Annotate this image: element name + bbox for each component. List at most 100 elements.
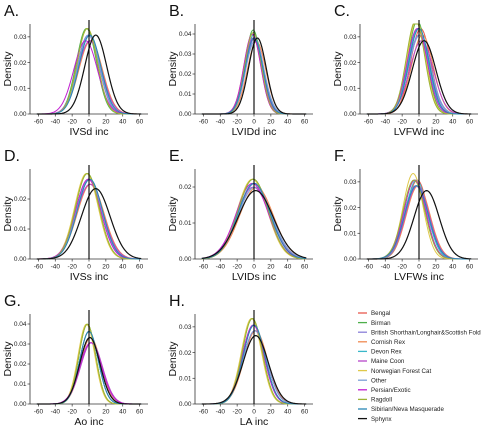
y-tick-label: 0.03: [14, 341, 27, 348]
panel-letter: H.: [169, 293, 185, 310]
x-axis-label: LA inc: [240, 416, 269, 428]
x-tick-label: 40: [284, 119, 292, 126]
y-tick-label: 0.01: [179, 375, 192, 382]
x-tick-label: -60: [199, 409, 209, 416]
y-tick-label: 0.03: [179, 324, 192, 331]
x-tick-label: 60: [466, 264, 474, 271]
x-tick-label: -60: [364, 264, 374, 271]
y-tick-label: 0.02: [344, 205, 357, 212]
y-tick-label: 0.01: [344, 230, 357, 237]
legend-label-other: Other: [371, 377, 386, 384]
x-tick-label: 40: [449, 119, 457, 126]
y-axis-label: Density: [167, 51, 179, 87]
x-tick-label: 40: [119, 119, 127, 126]
chart-panel-4: D. -60 -40 -20 0 20 40 60 0.00 0.01 0.02 IVSs inc De…: [2, 148, 148, 283]
x-tick-label: 60: [136, 409, 144, 416]
x-tick-label: 20: [432, 264, 440, 271]
x-tick-label: 60: [466, 119, 474, 126]
y-tick-label: 0.02: [344, 60, 357, 67]
x-tick-label: -40: [51, 119, 61, 126]
y-axis-label: Density: [332, 196, 344, 232]
y-tick-label: 0.02: [14, 196, 27, 203]
y-tick-label: 0.01: [14, 226, 27, 233]
y-tick-label: 0.00: [179, 111, 192, 118]
y-axis-label: Density: [2, 341, 14, 377]
y-axis-label: Density: [2, 196, 14, 232]
x-tick-label: -20: [67, 119, 77, 126]
x-tick-label: 0: [417, 264, 421, 271]
chart-panel-7: G. -60 -40 -20 0 20 40 60 0.00 0.01 0.02 0.03 0.04 Ao…: [2, 293, 148, 428]
x-tick-label: 20: [267, 119, 275, 126]
y-tick-label: 0.03: [344, 179, 357, 186]
y-tick-label: 0.03: [179, 51, 192, 58]
x-tick-label: 0: [417, 119, 421, 126]
x-tick-label: 20: [267, 409, 275, 416]
x-tick-label: -40: [216, 119, 226, 126]
x-tick-label: 40: [119, 409, 127, 416]
y-tick-label: 0.00: [344, 111, 357, 118]
x-axis-label: LVIDs inc: [232, 271, 276, 283]
x-tick-label: 60: [136, 119, 144, 126]
y-tick-label: 0.00: [14, 401, 27, 408]
y-tick-label: 0.02: [179, 184, 192, 191]
x-tick-label: 60: [301, 119, 309, 126]
y-tick-label: 0.04: [179, 31, 192, 38]
y-tick-label: 0.01: [14, 85, 27, 92]
x-tick-label: -40: [216, 409, 226, 416]
x-tick-label: -40: [51, 409, 61, 416]
y-axis-label: Density: [332, 51, 344, 87]
panel-letter: E.: [169, 148, 184, 165]
x-tick-label: 0: [252, 409, 256, 416]
chart-panel-6: F. -60 -40 -20 0 20 40 60 0.00 0.01 0.02 0.03 LVFWs …: [332, 148, 478, 283]
y-tick-label: 0.01: [14, 381, 27, 388]
y-tick-label: 0.00: [344, 256, 357, 263]
x-tick-label: 20: [267, 264, 275, 271]
x-axis-label: LVFWs inc: [394, 271, 444, 283]
x-tick-label: 0: [87, 119, 91, 126]
chart-panel-5: E. -60 -40 -20 0 20 40 60 0.00 0.01 0.02 LVIDs inc D…: [167, 148, 313, 283]
legend-label-cornish-rex: Cornish Rex: [371, 339, 406, 346]
x-tick-label: 40: [119, 264, 127, 271]
legend-label-norwegian-forest-cat: Norwegian Forest Cat: [371, 368, 431, 375]
legend-label-persian-exotic: Persian/Exotic: [371, 387, 411, 394]
x-tick-label: -20: [232, 409, 242, 416]
x-tick-label: -60: [364, 119, 374, 126]
x-tick-label: -20: [67, 264, 77, 271]
panel-letter: G.: [4, 293, 21, 310]
x-tick-label: 0: [252, 119, 256, 126]
legend-label-maine-coon: Maine Coon: [371, 358, 405, 365]
x-tick-label: 40: [284, 264, 292, 271]
y-tick-label: 0.01: [179, 91, 192, 98]
x-tick-label: 0: [87, 409, 91, 416]
panel-letter: B.: [169, 3, 184, 20]
panel-letter: D.: [4, 148, 20, 165]
legend-label-bengal: Bengal: [371, 310, 390, 317]
x-axis-label: Ao inc: [74, 416, 103, 428]
x-tick-label: 40: [284, 409, 292, 416]
y-tick-label: 0.00: [179, 401, 192, 408]
chart-panel-2: B. -60 -40 -20 0 20 40 60 0.00 0.01 0.02 0.03 0.04 LV…: [167, 3, 313, 138]
x-tick-label: 20: [102, 264, 110, 271]
y-axis-label: Density: [167, 196, 179, 232]
legend-label-ragdoll: Ragdoll: [371, 397, 392, 404]
y-tick-label: 0.03: [14, 34, 27, 41]
x-axis-label: LVFWd inc: [394, 126, 445, 138]
x-tick-label: 20: [102, 119, 110, 126]
x-tick-label: 0: [252, 264, 256, 271]
x-tick-label: 20: [432, 119, 440, 126]
x-tick-label: -20: [67, 409, 77, 416]
y-tick-label: 0.01: [344, 85, 357, 92]
y-tick-label: 0.02: [179, 350, 192, 357]
x-tick-label: -60: [199, 264, 209, 271]
y-tick-label: 0.02: [14, 60, 27, 67]
y-axis-label: Density: [2, 51, 14, 87]
x-axis-label: IVSs inc: [70, 271, 109, 283]
x-tick-label: -40: [51, 264, 61, 271]
legend-label-british-shorthair-longhair-scottish-fold: British Shorthair/Longhair&Scottish Fold: [371, 329, 481, 336]
y-tick-label: 0.00: [14, 111, 27, 118]
y-tick-label: 0.02: [179, 71, 192, 78]
x-tick-label: -40: [381, 119, 391, 126]
x-tick-label: -60: [34, 264, 44, 271]
x-tick-label: 20: [102, 409, 110, 416]
y-tick-label: 0.01: [179, 220, 192, 227]
